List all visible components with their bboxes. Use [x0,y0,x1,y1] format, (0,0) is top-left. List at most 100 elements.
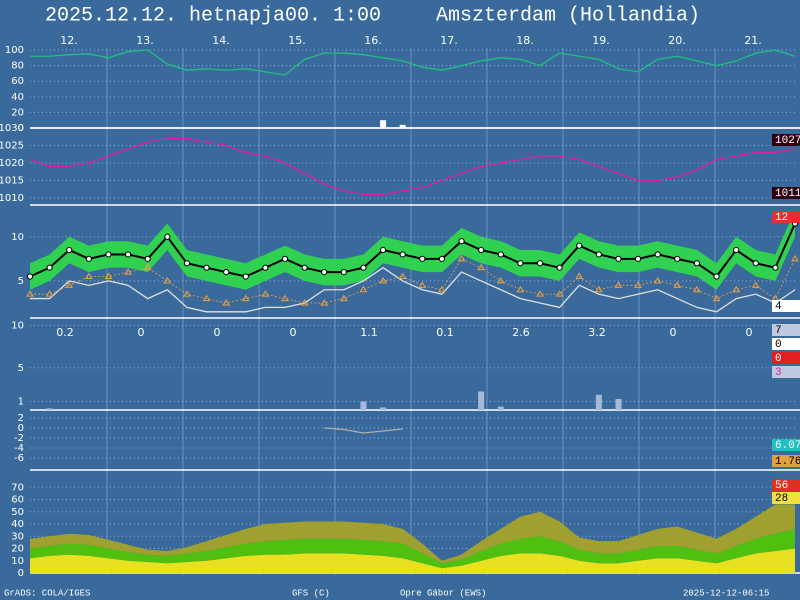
badge: 0 [775,353,782,365]
temp-point [262,264,269,271]
dew-point [653,276,662,284]
badge: 28 [775,493,788,505]
badge-box [772,439,800,451]
bar [360,401,367,410]
dew-point [712,294,721,302]
series-line [29,137,796,196]
badge-box [772,352,800,364]
temp-point [203,264,210,271]
temp-point [497,251,504,258]
y-tick-label: 0 [18,568,24,579]
temp-point [360,264,367,271]
temp-point [66,246,73,254]
dew-point [163,276,172,284]
y-tick-label: -4 [14,443,24,454]
y-tick-label: 5 [18,276,24,287]
daily-sum: 2.6 [512,326,530,339]
dew-point [183,290,191,297]
temp-point [242,273,249,280]
footer-text: GFS (C) [292,588,330,598]
dew-point [65,281,74,288]
title: 2025.12.12. hetnapja00. 1:00 [45,4,381,27]
temp-point [634,255,642,262]
dew-point [536,290,544,297]
dew-point [222,299,231,306]
bar [399,124,406,128]
badge: 7 [775,325,782,337]
dew-point [732,285,741,293]
badge: 1027 [775,135,800,147]
badge: 6.07 [775,440,800,452]
badge: 0 [775,339,782,351]
dew-point [477,263,486,271]
series-line [30,266,796,313]
temp-point [674,255,681,262]
day-label: 12. [60,34,78,47]
dew-point [379,276,387,284]
bar [595,394,602,410]
spread-band [30,210,795,290]
y-tick-label: 30 [11,531,24,542]
badge-box [772,492,800,504]
temp-point [379,246,387,254]
temp-point [26,273,34,280]
badge: 4 [775,301,782,313]
dew-point [104,272,113,280]
y-tick-label: 5 [18,363,24,374]
footer-text: GrADS: COLA/IGES [4,588,90,598]
temp-point [615,255,622,262]
y-tick-label: 20 [11,544,24,555]
y-tick-label: 80 [11,61,24,72]
day-label: 19. [592,34,610,47]
dew-point [359,285,368,293]
badge-box [772,324,800,336]
day-label: 14. [212,34,230,47]
dew-point [339,294,348,302]
y-tick-label: 40 [11,92,24,103]
daily-sum: 0.1 [436,326,454,339]
dew-point [673,281,682,288]
temp-point [536,260,544,267]
day-label: 18. [516,34,534,47]
badge: 1011 [775,188,800,200]
temp-point [419,255,426,262]
y-tick-label: 50 [11,507,24,518]
badge-box [772,366,800,378]
temp-point [223,268,230,276]
daily-sum: 0 [746,326,753,339]
temp-point [576,242,583,249]
dew-point [398,272,407,280]
temp-point [713,273,720,280]
y-tick-label: 1 [18,397,24,408]
y-tick-label: 60 [11,495,24,506]
daily-sum: 1.1 [360,326,378,339]
y-tick-label: 100 [5,45,24,56]
y-tick-label: 1030 [0,123,24,134]
bar [380,407,387,410]
badge: 1.76 [775,456,800,468]
temp-point [124,251,132,258]
badge-box [772,300,800,312]
day-label: 17. [440,34,458,47]
badge-box [772,455,800,467]
y-tick-label: 1025 [0,141,24,152]
dew-point [634,281,642,288]
y-tick-label: 60 [11,76,24,87]
temp-point [438,255,446,262]
bar [380,120,387,128]
series-line [30,49,796,76]
badge: 12 [775,212,788,224]
y-tick-label: 1010 [0,193,24,204]
dew-point [124,268,132,275]
daily-sum: 0 [214,326,221,339]
cloud-area [30,504,795,564]
temp-point [595,251,602,258]
dew-point [555,290,564,297]
badge-box [772,187,800,199]
dew-point [791,254,799,262]
dew-point [281,294,289,302]
dew-point [594,285,603,293]
y-tick-label: 2 [18,413,24,424]
dew-point [693,285,701,293]
